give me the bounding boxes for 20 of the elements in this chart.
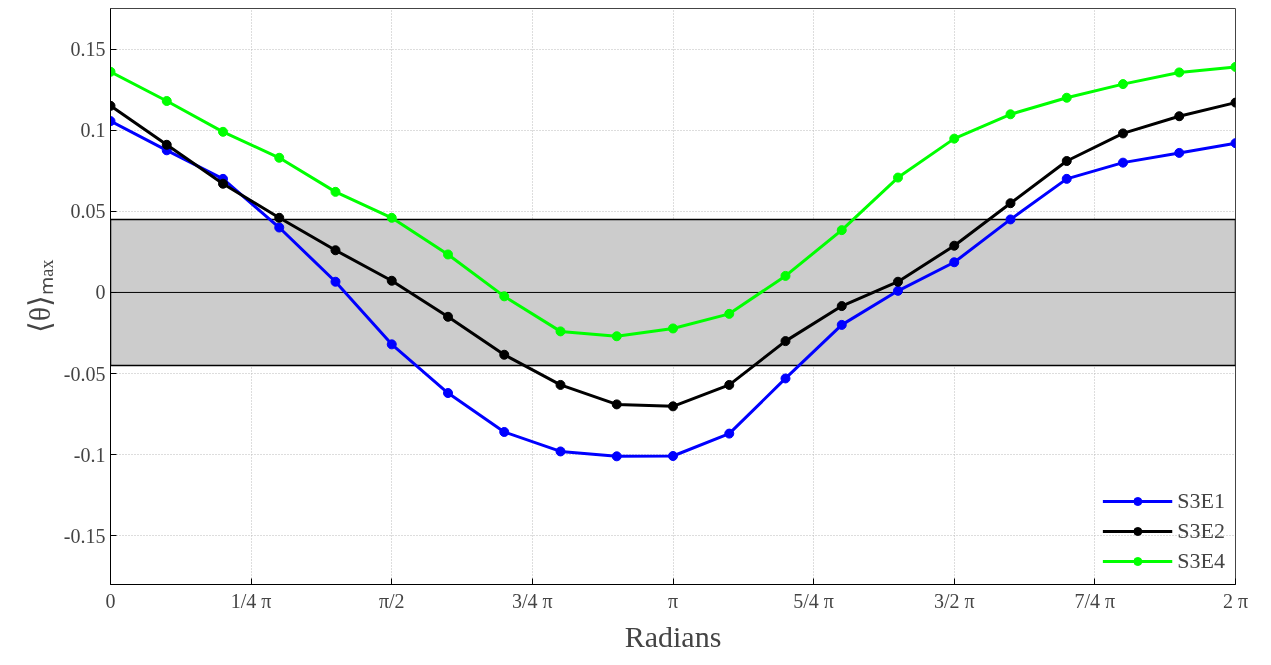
x-tick-label: 3/4 π [512, 589, 553, 612]
y-tick-label: 0 [95, 281, 106, 304]
y-tick-label: 0.1 [80, 119, 106, 142]
x-tick-label: π [667, 589, 679, 612]
x-axis-title: Radians [624, 619, 722, 653]
y-tick-label: 0.15 [70, 38, 106, 61]
x-tick-label: 5/4 π [793, 589, 834, 612]
y-axis-title: ⟨θ⟩ₘₐₓ [22, 259, 56, 334]
y-tick-label: 0.05 [70, 200, 106, 223]
y-tick-label: -0.1 [73, 443, 106, 466]
legend-label: S3E4 [1177, 548, 1225, 574]
y-tick-label: -0.05 [63, 362, 106, 385]
x-tick-label: π/2 [378, 589, 405, 612]
legend-label: S3E2 [1177, 518, 1225, 544]
x-tick-label: 2 π [1222, 589, 1249, 612]
x-tick-label: 7/4 π [1074, 589, 1116, 612]
legend-label: S3E1 [1177, 488, 1225, 514]
x-tick-label: 3/2 π [933, 589, 975, 612]
y-tick-label: -0.15 [63, 524, 106, 547]
x-tick-label: 1/4 π [230, 589, 272, 612]
